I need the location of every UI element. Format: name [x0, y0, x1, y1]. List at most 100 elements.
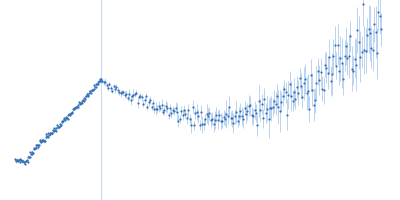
Point	[312, 99, 318, 102]
Point	[375, 10, 382, 13]
Point	[366, 27, 372, 31]
Point	[64, 117, 71, 120]
Point	[49, 132, 56, 135]
Point	[157, 106, 163, 110]
Point	[39, 139, 46, 143]
Point	[356, 41, 362, 44]
Point	[67, 113, 74, 117]
Point	[127, 98, 134, 102]
Point	[168, 111, 174, 115]
Point	[68, 112, 74, 115]
Point	[146, 100, 152, 103]
Point	[82, 94, 89, 97]
Point	[261, 97, 268, 101]
Point	[336, 69, 342, 72]
Point	[65, 113, 72, 117]
Point	[275, 105, 282, 109]
Point	[223, 112, 230, 116]
Point	[42, 136, 49, 139]
Point	[212, 118, 218, 121]
Point	[288, 94, 294, 98]
Point	[162, 104, 169, 108]
Point	[14, 159, 21, 163]
Point	[254, 124, 260, 127]
Point	[213, 113, 220, 116]
Point	[52, 128, 58, 131]
Point	[15, 158, 22, 162]
Point	[72, 106, 79, 109]
Point	[17, 157, 24, 160]
Point	[272, 102, 279, 105]
Point	[96, 80, 102, 83]
Point	[295, 91, 301, 94]
Point	[134, 101, 141, 105]
Point	[154, 108, 160, 111]
Point	[46, 133, 52, 136]
Point	[216, 114, 222, 117]
Point	[85, 93, 92, 96]
Point	[324, 71, 331, 74]
Point	[138, 96, 145, 99]
Point	[35, 143, 42, 147]
Point	[90, 88, 96, 91]
Point	[327, 79, 334, 83]
Point	[377, 14, 383, 18]
Point	[243, 112, 249, 115]
Point	[92, 86, 98, 89]
Point	[278, 100, 284, 104]
Point	[364, 33, 370, 36]
Point	[332, 44, 338, 47]
Point	[63, 115, 70, 119]
Point	[98, 80, 104, 83]
Point	[360, 3, 366, 6]
Point	[92, 85, 99, 89]
Point	[142, 99, 148, 102]
Point	[27, 151, 34, 154]
Point	[205, 115, 211, 118]
Point	[294, 86, 300, 89]
Point	[34, 146, 41, 149]
Point	[257, 109, 263, 112]
Point	[361, 48, 368, 51]
Point	[206, 112, 213, 115]
Point	[180, 114, 186, 117]
Point	[109, 89, 116, 92]
Point	[29, 150, 36, 153]
Point	[299, 95, 306, 99]
Point	[348, 67, 355, 70]
Point	[50, 129, 56, 132]
Point	[210, 122, 217, 126]
Point	[267, 107, 273, 110]
Point	[224, 115, 231, 118]
Point	[165, 114, 172, 117]
Point	[202, 118, 208, 121]
Point	[218, 119, 224, 123]
Point	[81, 97, 88, 100]
Point	[86, 92, 92, 95]
Point	[271, 100, 278, 103]
Point	[56, 124, 63, 128]
Point	[226, 105, 232, 108]
Point	[99, 80, 106, 83]
Point	[30, 146, 37, 149]
Point	[310, 103, 317, 106]
Point	[18, 158, 24, 161]
Point	[87, 90, 94, 93]
Point	[298, 84, 304, 88]
Point	[40, 139, 47, 142]
Point	[136, 95, 142, 98]
Point	[353, 63, 359, 66]
Point	[164, 106, 170, 109]
Point	[54, 125, 61, 129]
Point	[32, 144, 39, 147]
Point	[160, 110, 166, 114]
Point	[51, 127, 58, 130]
Point	[126, 93, 132, 96]
Point	[368, 46, 375, 49]
Point	[116, 91, 122, 94]
Point	[74, 105, 80, 108]
Point	[189, 105, 196, 108]
Point	[172, 106, 179, 109]
Point	[25, 155, 32, 158]
Point	[41, 140, 48, 143]
